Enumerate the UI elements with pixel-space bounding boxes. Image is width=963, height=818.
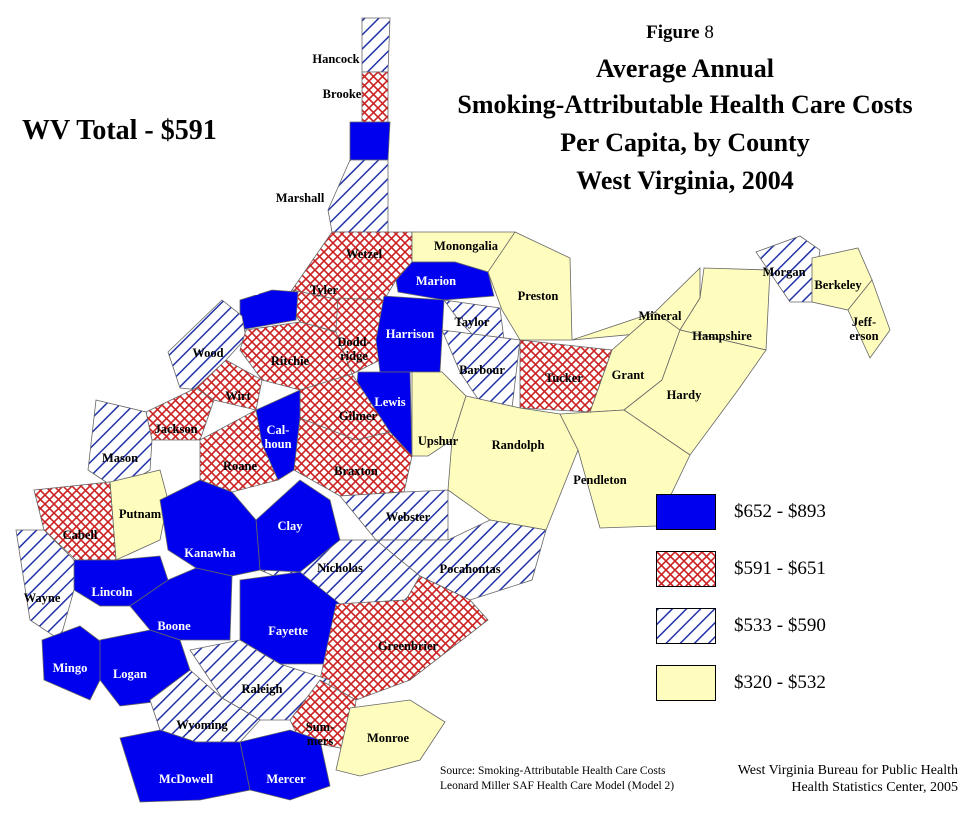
county-label-jackson: Jackson	[154, 422, 197, 436]
county-ohio	[349, 121, 391, 161]
county-label-mercer: Mercer	[266, 772, 306, 786]
county-label-braxton: Braxton	[334, 464, 378, 478]
county-label-mcdowell: McDowell	[159, 772, 214, 786]
source-note: Source: Smoking-Attributable Health Care…	[440, 765, 675, 792]
county-marshall	[327, 159, 389, 233]
title-line-4: West Virginia, 2004	[576, 166, 794, 195]
legend-item-4: $320 - $532	[656, 665, 956, 705]
legend-swatch-blue	[656, 494, 716, 530]
county-monroe	[335, 699, 446, 777]
county-label-monongalia: Monongalia	[434, 239, 499, 253]
county-label-brooke: Brooke	[323, 87, 362, 101]
county-label-pleasants: Pleas-ants	[232, 270, 264, 298]
county-label-wyoming: Wyoming	[176, 718, 228, 732]
county-label-taylor: Taylor	[455, 315, 490, 329]
county-label-harrison: Harrison	[386, 327, 435, 341]
county-label-hancock: Hancock	[312, 52, 359, 66]
county-mason	[87, 399, 153, 491]
county-label-upshur: Upshur	[418, 434, 459, 448]
county-label-jefferson: Jeff-erson	[849, 315, 878, 343]
county-label-hampshire: Hampshire	[692, 329, 752, 343]
county-label-preston: Preston	[518, 289, 559, 303]
county-webster	[339, 489, 449, 541]
county-label-wayne: Wayne	[24, 591, 61, 605]
county-marion	[395, 261, 495, 301]
county-label-gilmer: Gilmer	[339, 409, 378, 423]
legend-swatch-red	[656, 551, 716, 587]
county-shapes	[15, 17, 891, 803]
legend-item-1: $652 - $893	[656, 494, 956, 534]
county-wayne	[15, 529, 75, 641]
county-label-doddridge: Dodd-ridge	[337, 335, 370, 363]
county-brooke	[361, 71, 389, 123]
county-wood	[167, 299, 247, 391]
county-label-lewis: Lewis	[374, 395, 405, 409]
county-braxton	[293, 417, 413, 497]
legend-swatch-yellow	[656, 665, 716, 701]
county-randolph	[447, 395, 579, 531]
legend-label: $591 - $651	[734, 558, 826, 579]
county-label-cabell: Cabell	[63, 528, 98, 542]
county-label-mason: Mason	[102, 451, 138, 465]
county-label-grant: Grant	[612, 368, 645, 382]
county-hancock	[361, 17, 391, 73]
county-label-greenbrier: Greenbrier	[378, 639, 439, 653]
county-label-roane: Roane	[223, 459, 257, 473]
county-kanawha	[159, 479, 261, 577]
county-label-fayette: Fayette	[268, 624, 308, 638]
title-line-2: Smoking-Attributable Health Care Costs	[457, 90, 913, 119]
county-label-kanawha: Kanawha	[184, 546, 236, 560]
county-label-mineral: Mineral	[638, 309, 682, 323]
county-label-berkeley: Berkeley	[814, 278, 862, 292]
county-label-tucker: Tucker	[545, 371, 583, 385]
county-label-tyler: Tyler	[310, 283, 339, 297]
county-label-webster: Webster	[386, 510, 431, 524]
county-label-nicholas: Nicholas	[317, 561, 363, 575]
legend-item-2: $591 - $651	[656, 551, 956, 591]
county-label-hardy: Hardy	[667, 388, 702, 402]
county-label-barbour: Barbour	[459, 363, 505, 377]
county-label-pocahontas: Pocahontas	[439, 562, 500, 576]
legend-item-3: $533 - $590	[656, 608, 956, 648]
county-label-boone: Boone	[157, 619, 191, 633]
county-label-randolph: Randolph	[492, 438, 545, 452]
county-label-marion: Marion	[416, 274, 456, 288]
county-label-pendleton: Pendleton	[573, 473, 627, 487]
county-label-logan: Logan	[113, 667, 147, 681]
county-label-summers: Sum-mers	[306, 720, 334, 748]
county-label-lincoln: Lincoln	[92, 585, 133, 599]
county-label-calhoun: Cal-houn	[264, 423, 291, 451]
county-label-raleigh: Raleigh	[242, 682, 283, 696]
county-label-morgan: Morgan	[762, 265, 805, 279]
legend-label: $652 - $893	[734, 501, 826, 522]
county-label-putnam: Putnam	[119, 507, 162, 521]
title-line-3: Per Capita, by County	[560, 128, 810, 157]
county-label-marshall: Marshall	[276, 191, 325, 205]
figure-number: Figure 8	[646, 22, 714, 43]
county-label-wetzel: Wetzel	[346, 247, 383, 261]
county-labels: Hancock Brooke Ohio Marshall Wetzel Monongali…	[24, 52, 879, 786]
title-line-1: Average Annual	[596, 54, 774, 83]
legend-label: $320 - $532	[734, 672, 826, 693]
credit-note: West Virginia Bureau for Public Health H…	[737, 763, 958, 795]
county-label-mingo: Mingo	[53, 661, 88, 675]
wv-total: WV Total - $591	[22, 115, 217, 146]
county-label-clay: Clay	[278, 519, 304, 533]
county-label-ohio: Ohio	[319, 129, 345, 143]
county-label-monroe: Monroe	[367, 731, 410, 745]
county-label-wirt: Wirt	[225, 389, 251, 403]
county-label-ritchie: Ritchie	[271, 354, 310, 368]
county-mercer	[239, 729, 331, 801]
county-label-wood: Wood	[192, 346, 223, 360]
county-jefferson	[847, 279, 891, 359]
legend-swatch-hatch	[656, 608, 716, 644]
legend-label: $533 - $590	[734, 615, 826, 636]
